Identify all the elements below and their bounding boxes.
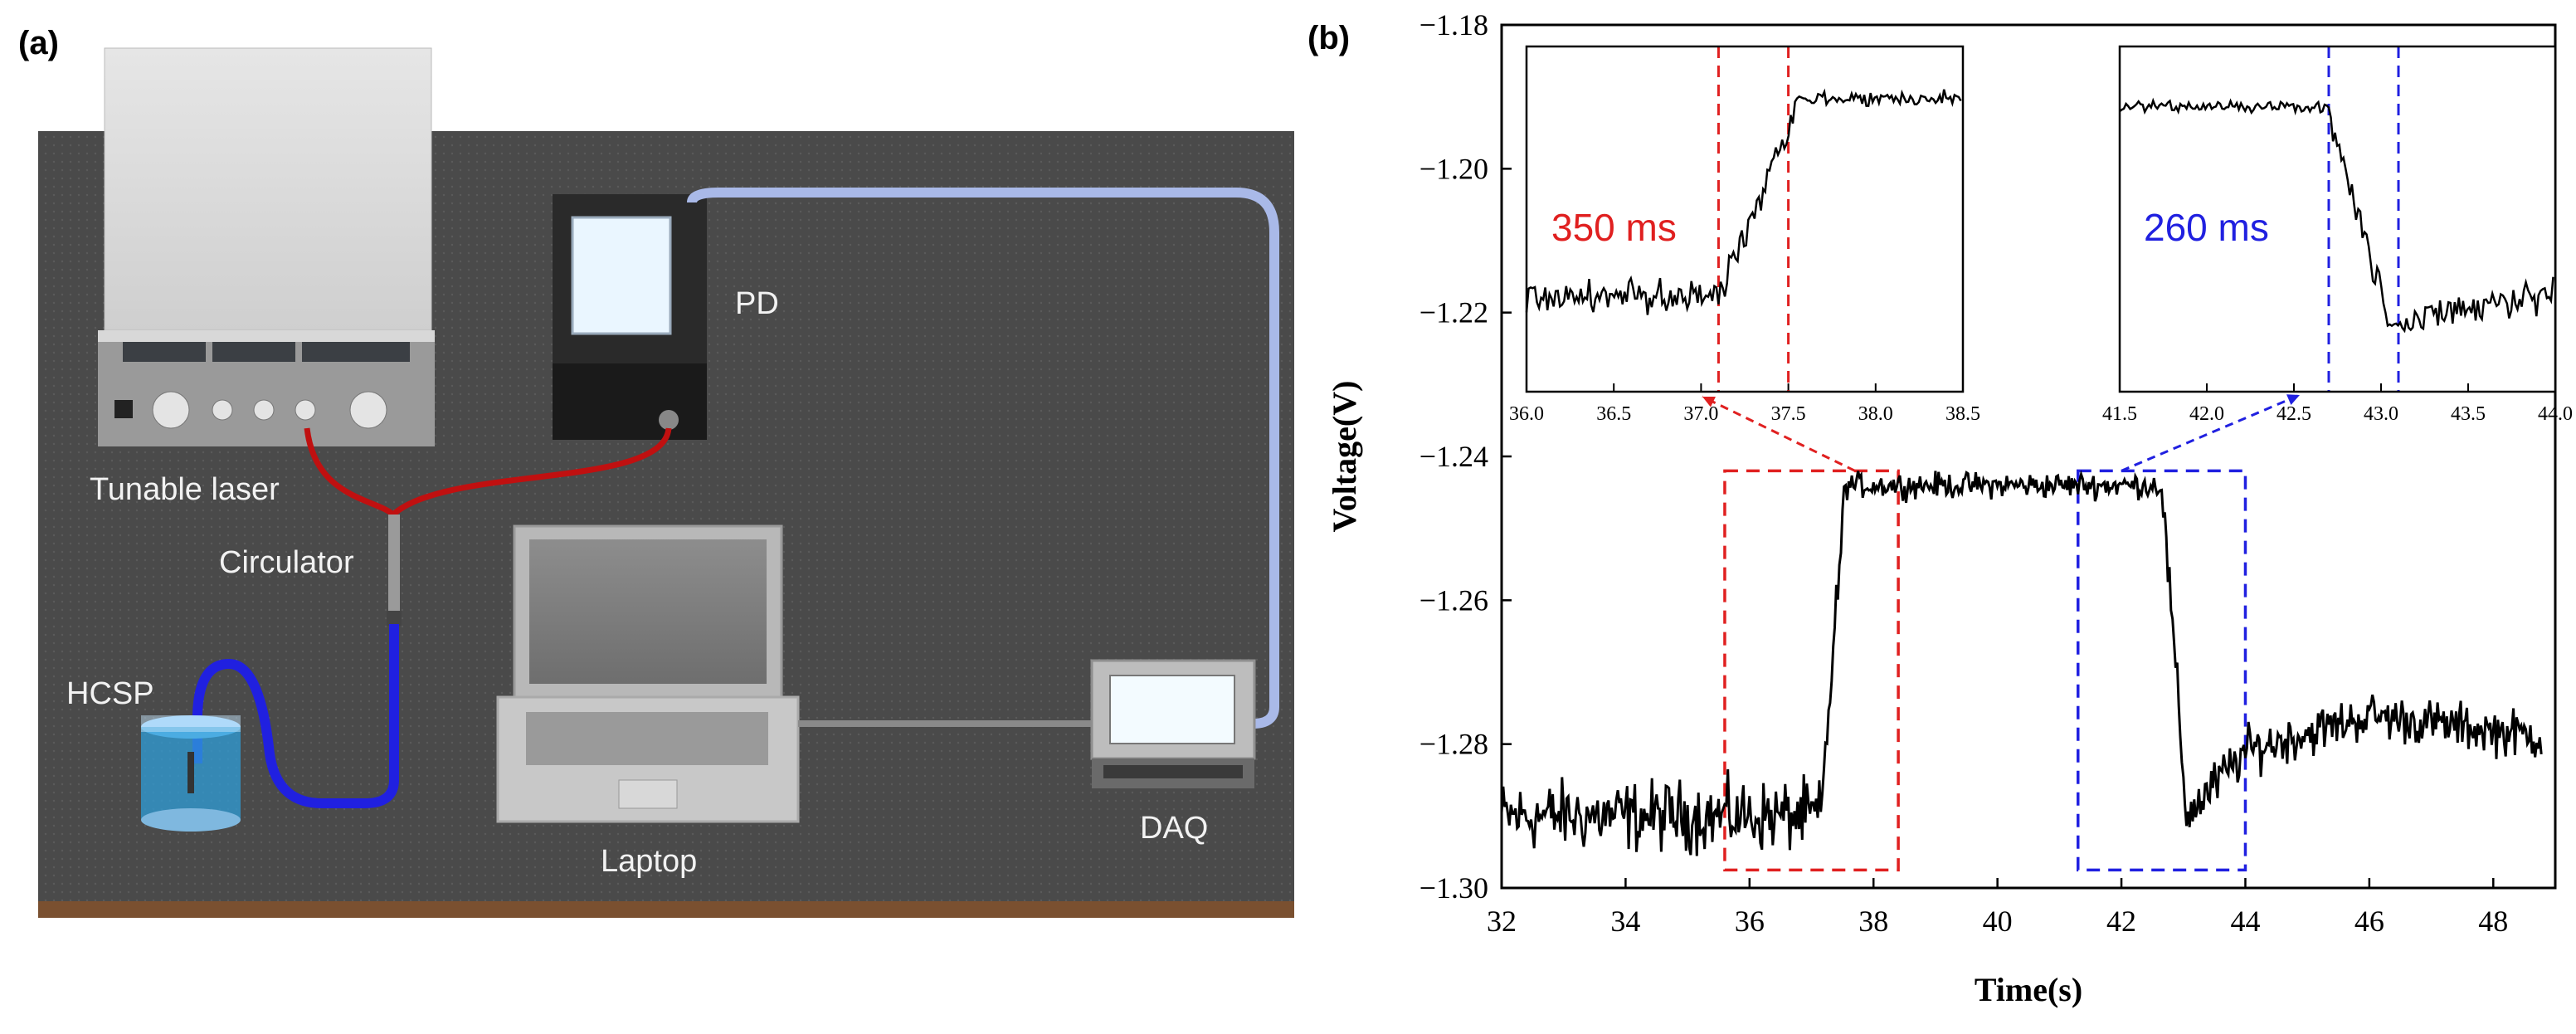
inset-x-tick-label: 38.5 bbox=[1945, 403, 1980, 425]
y-tick-label: −1.18 bbox=[1419, 8, 1488, 41]
inset-x-tick-label: 41.5 bbox=[2102, 403, 2137, 425]
zoom-boxes bbox=[1723, 469, 2247, 872]
x-tick-label: 42 bbox=[2106, 905, 2136, 938]
fiber-laser-to-circulator bbox=[304, 427, 396, 517]
inset-rise-background bbox=[1527, 46, 1963, 392]
inset-fall-markers bbox=[2327, 46, 2400, 392]
inset-fall-annotation: 260 ms bbox=[2144, 206, 2269, 249]
inset-rise-ticks: 36.0 36.5 37.0 37.5 38.0 38.5 bbox=[1509, 383, 1980, 425]
inset-x-tick-label: 37.5 bbox=[1771, 403, 1806, 425]
x-tick-label: 48 bbox=[2478, 905, 2508, 938]
inset-rise-line bbox=[1525, 88, 1962, 315]
inset-fall-background bbox=[2120, 46, 2555, 392]
connector-arrowhead bbox=[2286, 394, 2300, 406]
x-tick-label: 44 bbox=[2230, 905, 2260, 938]
zoom-box bbox=[2077, 469, 2247, 872]
label-pd: PD bbox=[735, 286, 779, 321]
inset-x-tick-label: 42.0 bbox=[2189, 403, 2224, 425]
setup-illustration: Tunable laser PD Circulator HCSP Laptop … bbox=[38, 47, 1294, 918]
fiber-to-hcsp bbox=[192, 624, 399, 808]
inset-rise-annotation: 350 ms bbox=[1551, 206, 1677, 249]
circulator bbox=[387, 515, 402, 626]
main-axis-ticks: 32 34 36 38 40 42 44 46 48 −1.30 −1.28 −1.26 −1.24 −1… bbox=[1419, 8, 2509, 938]
zoom-box bbox=[1723, 469, 1900, 872]
daq-device bbox=[1090, 659, 1256, 788]
connector-line bbox=[2121, 393, 2301, 472]
inset-fall-ticks: 41.5 42.0 42.5 43.0 43.5 44.0 bbox=[2102, 383, 2573, 425]
x-tick-label: 40 bbox=[1983, 905, 2013, 938]
inset-x-tick-label: 36.5 bbox=[1596, 403, 1631, 425]
panel-label-a: (a) bbox=[18, 25, 59, 61]
inset-rise: 36.0 36.5 37.0 37.5 38.0 38.5 350 ms bbox=[1509, 45, 1980, 425]
inset-x-tick-label: 43.0 bbox=[2364, 403, 2398, 425]
connector-arrowhead bbox=[1702, 397, 1716, 407]
inset-fall: 41.5 42.0 42.5 43.0 43.5 44.0 260 ms bbox=[2102, 45, 2573, 425]
panel-label-b: (b) bbox=[1307, 20, 1351, 56]
main-plot-frame bbox=[1500, 23, 2557, 890]
y-tick-label: −1.20 bbox=[1419, 152, 1488, 185]
label-circulator: Circulator bbox=[219, 545, 354, 580]
x-tick-label: 38 bbox=[1858, 905, 1888, 938]
inset-x-tick-label: 43.5 bbox=[2451, 403, 2486, 425]
inset-fall-line bbox=[2119, 97, 2554, 334]
connector-line bbox=[1702, 395, 1856, 472]
inset-x-tick-label: 37.0 bbox=[1683, 403, 1718, 425]
x-tick-label: 32 bbox=[1487, 905, 1517, 938]
x-tick-label: 34 bbox=[1610, 905, 1640, 938]
inset-x-tick-label: 42.5 bbox=[2277, 403, 2311, 425]
x-tick-label: 46 bbox=[2354, 905, 2384, 938]
label-daq: DAQ bbox=[1140, 811, 1208, 846]
inset-x-tick-label: 36.0 bbox=[1509, 403, 1544, 425]
fiber-pd-to-circulator bbox=[391, 427, 672, 517]
x-tick-label: 36 bbox=[1735, 905, 1765, 938]
label-hcsp: HCSP bbox=[66, 676, 154, 711]
table-edge bbox=[38, 901, 1294, 918]
label-laptop: Laptop bbox=[601, 844, 697, 879]
inset-rise-frame bbox=[1525, 45, 1965, 393]
photodetector bbox=[553, 194, 707, 440]
fiber-pd-to-daq bbox=[687, 188, 1279, 729]
inset-rise-markers bbox=[1717, 46, 1790, 392]
hcsp-beaker bbox=[141, 715, 241, 832]
label-tunable-laser: Tunable laser bbox=[90, 472, 280, 507]
y-tick-label: −1.22 bbox=[1419, 296, 1488, 329]
inset-x-tick-label: 44.0 bbox=[2538, 403, 2573, 425]
inset-x-tick-label: 38.0 bbox=[1858, 403, 1893, 425]
y-tick-label: −1.24 bbox=[1419, 440, 1488, 473]
voltage-series-line bbox=[1500, 470, 2543, 856]
tunable-laser bbox=[98, 47, 435, 446]
laptop bbox=[496, 524, 800, 823]
y-tick-label: −1.30 bbox=[1419, 871, 1488, 905]
zoom-connectors bbox=[1702, 393, 2301, 472]
x-axis-label: Time(s) bbox=[1975, 971, 2082, 1008]
y-axis-label: Voltage(V) bbox=[1326, 381, 1363, 533]
inset-fall-frame bbox=[2118, 45, 2557, 393]
voltage-chart: 32 34 36 38 40 42 44 46 48 −1.30 −1.28 −1.26 −1.24 −1… bbox=[1326, 8, 2573, 1008]
y-tick-label: −1.28 bbox=[1419, 728, 1488, 761]
y-tick-label: −1.26 bbox=[1419, 583, 1488, 617]
